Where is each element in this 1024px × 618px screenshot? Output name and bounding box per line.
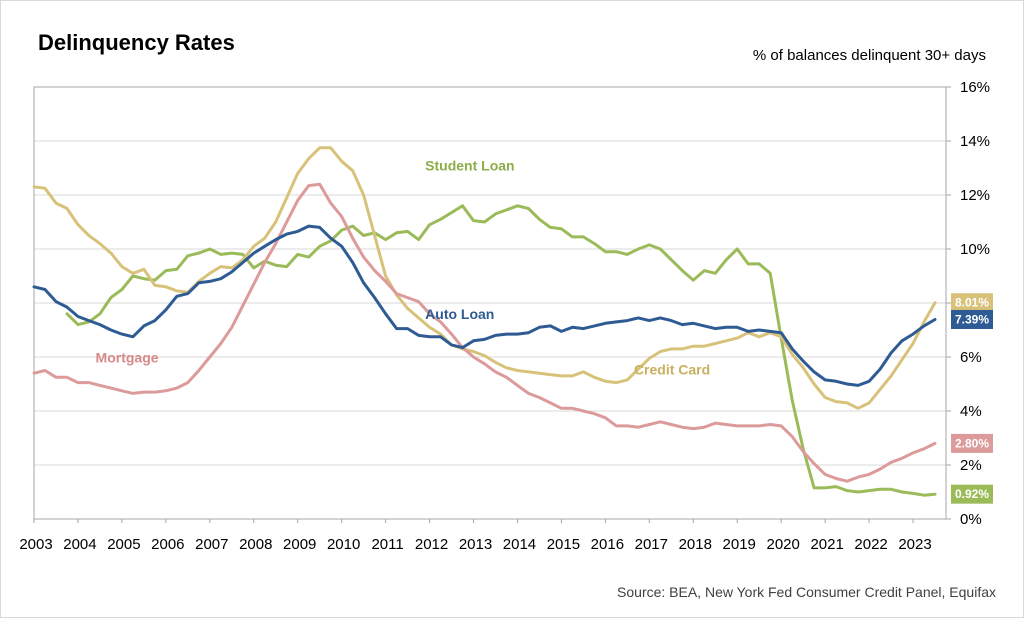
auto-loan-end-label-box xyxy=(951,309,993,329)
mortgage-line xyxy=(32,182,937,483)
auto-loan-end-label: 7.39% xyxy=(955,312,989,326)
y-tick-label: 6% xyxy=(960,349,982,366)
student-loan-end-label-box xyxy=(951,484,993,504)
x-tick-label: 2014 xyxy=(503,536,536,553)
x-tick-label: 2023 xyxy=(898,536,931,553)
x-tick-label: 2005 xyxy=(107,536,140,553)
end-value-labels: 0.92% 8.01% 2.80% 7.39% xyxy=(951,293,993,504)
x-tick-label: 2018 xyxy=(679,536,712,553)
x-tick-label: 2006 xyxy=(151,536,184,553)
x-tick-label: 2012 xyxy=(415,536,448,553)
y-tick-label: 16% xyxy=(960,79,990,96)
y-axis-unit-label: % of balances delinquent 30+ days xyxy=(752,47,986,64)
x-tick-label: 2007 xyxy=(195,536,228,553)
credit-card-end-label: 8.01% xyxy=(955,296,989,310)
x-tick-label: 2013 xyxy=(459,536,492,553)
x-tick-label: 2022 xyxy=(854,536,887,553)
auto-loan-label: Auto Loan xyxy=(425,306,494,322)
axes: 0%2%4%6%8%10%12%14%16%200320042005200620… xyxy=(19,79,990,553)
x-tick-label: 2008 xyxy=(239,536,272,553)
y-tick-label: 0% xyxy=(960,511,982,528)
x-tick-label: 2021 xyxy=(810,536,843,553)
x-tick-label: 2020 xyxy=(766,536,799,553)
y-tick-label: 4% xyxy=(960,403,982,420)
y-tick-label: 10% xyxy=(960,241,990,258)
x-tick-label: 2017 xyxy=(635,536,668,553)
mortgage-label: Mortgage xyxy=(96,349,159,365)
student-loan-label: Student Loan xyxy=(425,158,514,174)
x-tick-label: 2011 xyxy=(371,536,403,553)
x-tick-label: 2016 xyxy=(591,536,624,553)
x-tick-label: 2009 xyxy=(283,536,316,553)
credit-card-line xyxy=(32,146,937,410)
auto-loan-line xyxy=(32,224,937,387)
y-tick-label: 14% xyxy=(960,133,990,150)
student-loan-end-label: 0.92% xyxy=(955,487,989,501)
series-lines xyxy=(32,146,937,497)
y-tick-label: 12% xyxy=(960,187,990,204)
credit-card-label: Credit Card xyxy=(634,362,710,378)
x-tick-label: 2004 xyxy=(63,536,96,553)
y-tick-label: 2% xyxy=(960,457,982,474)
x-tick-label: 2019 xyxy=(723,536,756,553)
x-tick-label: 2010 xyxy=(327,536,360,553)
chart-title: Delinquency Rates xyxy=(38,30,235,55)
series-labels: Student Loan Auto Loan Mortgage Credit Card xyxy=(96,158,711,378)
mortgage-end-label: 2.80% xyxy=(955,436,989,450)
student-loan-line xyxy=(65,204,937,497)
x-tick-label: 2015 xyxy=(547,536,580,553)
x-tick-label: 2003 xyxy=(19,536,52,553)
source-note: Source: BEA, New York Fed Consumer Credi… xyxy=(617,584,996,600)
gridlines xyxy=(34,140,946,466)
credit-card-end-label-box xyxy=(951,293,993,313)
mortgage-end-label-box xyxy=(951,433,993,453)
